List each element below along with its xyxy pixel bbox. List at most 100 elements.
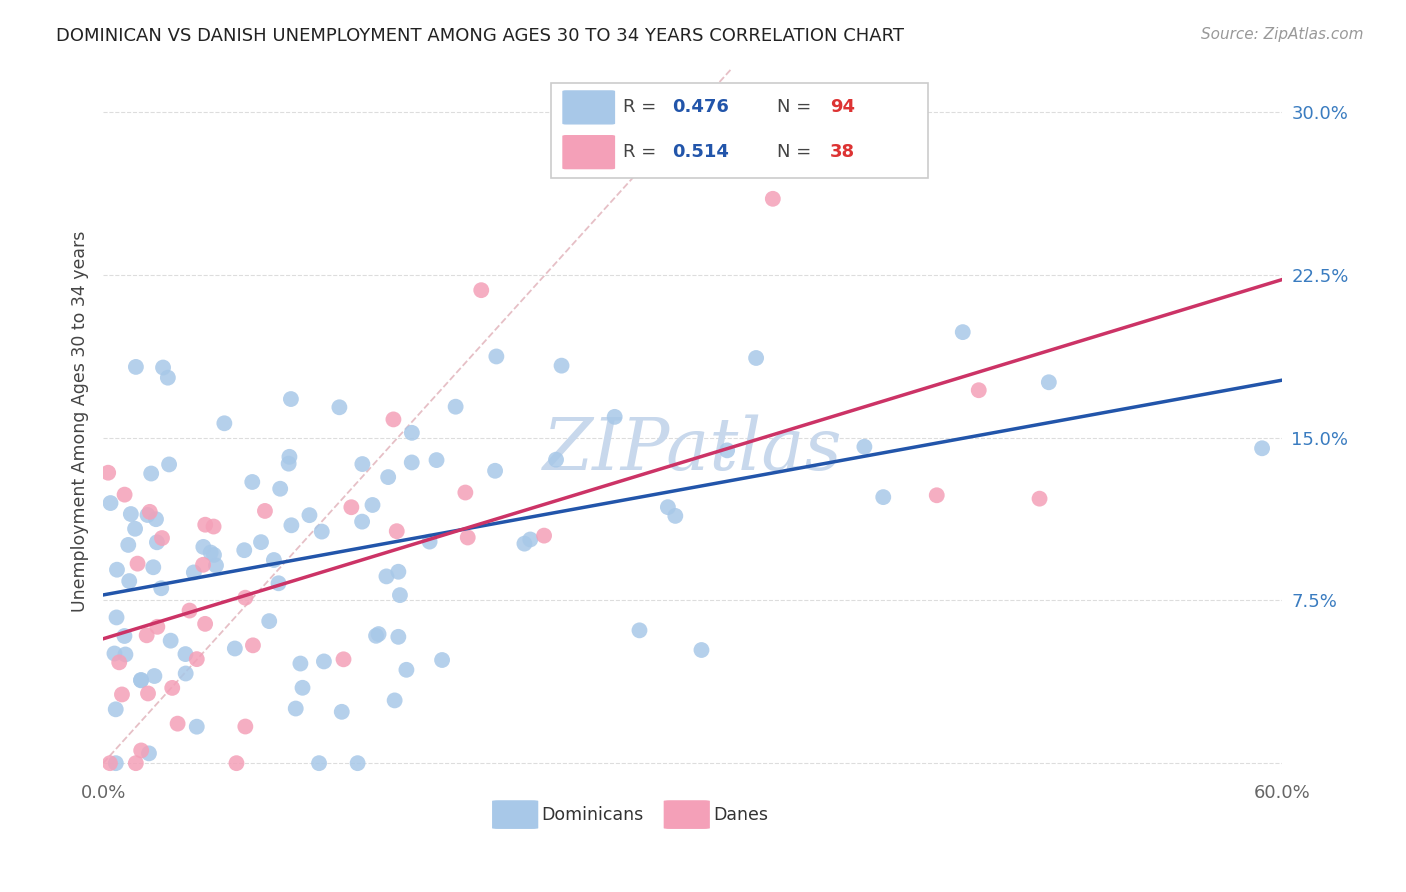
Point [108, 656, 131, 670]
Point [129, 673, 152, 687]
Point [225, 756, 247, 771]
Point [191, 558, 214, 572]
Point [150, 531, 173, 545]
Point [364, 629, 387, 643]
Point [111, 688, 134, 702]
Point [242, 638, 264, 652]
Point [328, 401, 350, 415]
Point [240, 475, 263, 489]
Point [104, 702, 127, 716]
Point [138, 747, 160, 761]
Point [377, 470, 399, 484]
Point [127, 557, 149, 571]
Point [716, 443, 738, 458]
Point [690, 643, 713, 657]
Point [120, 507, 142, 521]
Point [233, 591, 256, 605]
Text: Source: ZipAtlas.com: Source: ZipAtlas.com [1201, 27, 1364, 42]
Point [250, 535, 273, 549]
Point [519, 533, 541, 547]
Point [382, 412, 405, 426]
Point [174, 647, 197, 661]
Point [278, 450, 301, 464]
Point [385, 524, 408, 539]
Point [135, 628, 157, 642]
Point [291, 681, 314, 695]
Point [114, 629, 136, 643]
Point [162, 681, 184, 695]
Point [277, 457, 299, 471]
Point [117, 538, 139, 552]
Point [340, 500, 363, 515]
Point [125, 756, 148, 771]
Point [200, 545, 222, 559]
Point [872, 490, 894, 504]
Point [194, 517, 217, 532]
Point [257, 614, 280, 628]
Point [664, 508, 686, 523]
Point [267, 576, 290, 591]
Point [156, 370, 179, 384]
Point [141, 467, 163, 481]
Point [136, 508, 159, 522]
Point [194, 616, 217, 631]
Point [395, 663, 418, 677]
Point [454, 485, 477, 500]
Point [183, 566, 205, 580]
Point [544, 452, 567, 467]
Point [967, 383, 990, 397]
Point [745, 351, 768, 365]
Point [1251, 442, 1274, 456]
Point [853, 440, 876, 454]
Point [143, 669, 166, 683]
Point [193, 540, 215, 554]
Point [202, 519, 225, 533]
Point [952, 325, 974, 339]
Point [280, 392, 302, 406]
Point [346, 756, 368, 771]
Point [129, 743, 152, 757]
Point [253, 504, 276, 518]
Point [762, 192, 785, 206]
Point [628, 624, 651, 638]
Point [387, 630, 409, 644]
Point [157, 458, 180, 472]
Point [129, 673, 152, 688]
Y-axis label: Unemployment Among Ages 30 to 34 years: Unemployment Among Ages 30 to 34 years [72, 230, 89, 612]
Point [166, 716, 188, 731]
Point [375, 569, 398, 583]
Point [202, 548, 225, 562]
Point [125, 359, 148, 374]
Point [533, 528, 555, 542]
Point [205, 558, 228, 573]
Point [425, 453, 447, 467]
Point [142, 560, 165, 574]
Point [352, 515, 374, 529]
Text: DOMINICAN VS DANISH UNEMPLOYMENT AMONG AGES 30 TO 34 YEARS CORRELATION CHART: DOMINICAN VS DANISH UNEMPLOYMENT AMONG A… [56, 27, 904, 45]
Point [263, 553, 285, 567]
Point [233, 719, 256, 733]
Point [290, 657, 312, 671]
Point [388, 588, 411, 602]
Point [401, 425, 423, 440]
Point [419, 534, 441, 549]
Point [186, 720, 208, 734]
Point [925, 488, 948, 502]
Point [603, 409, 626, 424]
Point [1028, 491, 1050, 506]
Point [146, 620, 169, 634]
Point [401, 455, 423, 469]
Point [104, 756, 127, 771]
Point [103, 647, 125, 661]
Point [150, 581, 173, 595]
Point [485, 350, 508, 364]
Point [179, 603, 201, 617]
Point [457, 531, 479, 545]
Point [484, 464, 506, 478]
Point [284, 701, 307, 715]
Point [118, 574, 141, 588]
Point [146, 535, 169, 549]
Point [1038, 376, 1060, 390]
Point [224, 641, 246, 656]
Point [280, 518, 302, 533]
